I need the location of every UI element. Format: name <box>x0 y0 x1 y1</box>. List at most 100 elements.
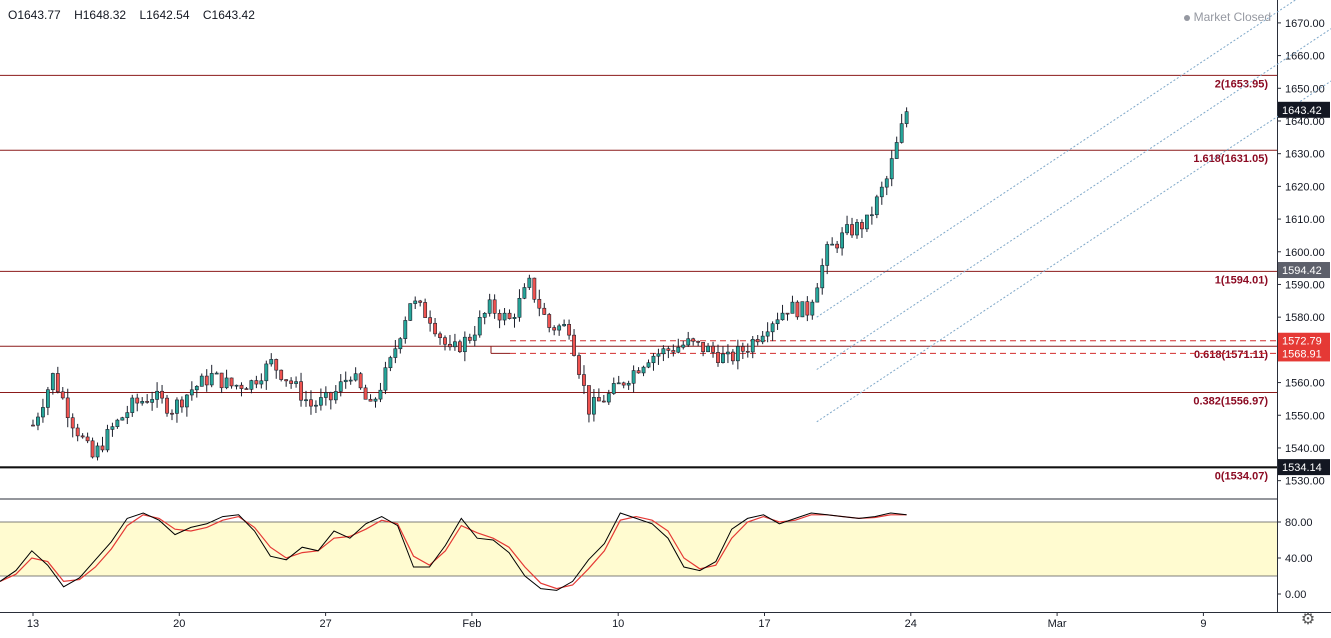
candle-body <box>105 429 110 451</box>
price-badge-label: 1534.14 <box>1282 462 1322 474</box>
candle-body <box>696 340 701 343</box>
candle-body <box>433 322 437 335</box>
candle-body <box>606 393 611 403</box>
candle-body <box>636 370 641 374</box>
candle-body <box>502 312 507 321</box>
candle-body <box>840 232 844 249</box>
candle-body <box>820 265 825 289</box>
price-tick-label: 1640.00 <box>1285 116 1325 128</box>
candle-body <box>780 312 785 321</box>
candle-body <box>65 397 70 419</box>
candle-body <box>125 412 130 419</box>
candle-body <box>889 158 894 180</box>
candle-body <box>115 419 120 427</box>
stoch-k-line <box>0 512 907 591</box>
candle-body <box>85 436 90 442</box>
candle-body <box>279 369 284 380</box>
candle-body <box>745 350 750 353</box>
candle-body <box>512 317 517 319</box>
candle-body <box>353 373 358 381</box>
time-tick-label: Feb <box>462 618 481 630</box>
candle-body <box>90 440 95 458</box>
candle-body <box>274 359 279 371</box>
price-tick-label: 1590.00 <box>1285 279 1325 291</box>
candle-body <box>155 390 159 400</box>
candle-body <box>492 299 497 314</box>
candle-body <box>582 374 586 386</box>
candle-body <box>522 287 527 299</box>
candle-body <box>110 426 115 430</box>
price-tick-label: 1540.00 <box>1285 443 1325 455</box>
candle-body <box>805 301 810 316</box>
candle-body <box>601 400 606 403</box>
candle-body <box>254 380 259 385</box>
candle-body <box>537 298 542 309</box>
fib-level-label: 1.618(1631.05) <box>1193 153 1268 165</box>
fib-level-label: 0.382(1556.97) <box>1193 395 1268 407</box>
candle-body <box>180 399 184 408</box>
stoch-tick-label: 80.00 <box>1285 517 1313 529</box>
candle-body <box>294 381 298 384</box>
time-tick-label: 20 <box>173 618 185 630</box>
candle-body <box>165 397 169 414</box>
candle-body <box>621 382 626 386</box>
price-tick-label: 1550.00 <box>1285 410 1325 422</box>
candle-body <box>214 372 219 375</box>
candle-body <box>904 111 909 124</box>
candle-body <box>497 313 502 321</box>
price-tick-label: 1560.00 <box>1285 378 1325 390</box>
candle-body <box>815 287 820 303</box>
candle-body <box>393 348 398 358</box>
high-value: H1648.32 <box>74 8 127 22</box>
candle-body <box>343 379 348 383</box>
candle-body <box>259 380 264 385</box>
candle-body <box>661 348 666 355</box>
candle-body <box>472 334 477 341</box>
candle-body <box>487 299 492 314</box>
candle-body <box>249 380 254 390</box>
candle-body <box>592 397 596 415</box>
time-tick-label: 27 <box>319 618 331 630</box>
candle-body <box>140 401 145 404</box>
candle-body <box>860 222 864 230</box>
candle-body <box>701 342 706 353</box>
candle-body <box>865 214 869 230</box>
candle-body <box>874 196 879 216</box>
candle-body <box>338 381 343 392</box>
candle-body <box>899 123 904 143</box>
candle-body <box>691 338 696 342</box>
candle-body <box>130 397 135 413</box>
candle-body <box>318 397 323 406</box>
candle-body <box>299 381 303 401</box>
candle-body <box>50 373 55 391</box>
candle-body <box>894 142 899 159</box>
candle-body <box>398 338 403 350</box>
candle-body <box>869 214 874 217</box>
gear-icon[interactable]: ⚙ <box>1300 611 1316 628</box>
candle-body <box>884 178 889 188</box>
candle-body <box>373 398 378 402</box>
candle-body <box>383 367 388 391</box>
price-badge-label: 1572.79 <box>1282 336 1322 348</box>
channel-line <box>816 28 1331 370</box>
price-badge <box>1278 459 1330 476</box>
price-badge <box>1278 101 1330 118</box>
candle-body <box>264 363 269 382</box>
fib-level-label: 0.618(1571.11) <box>1194 349 1268 361</box>
candle-body <box>100 445 105 451</box>
time-tick-label: 9 <box>1200 618 1206 630</box>
candle-body <box>348 379 353 382</box>
candle-body <box>333 391 338 401</box>
candle-body <box>830 243 835 246</box>
candle-body <box>572 334 576 356</box>
candle-body <box>199 375 204 387</box>
candle-body <box>289 380 294 384</box>
candle-body <box>323 392 328 398</box>
candle-body <box>423 302 428 318</box>
candle-body <box>368 398 373 402</box>
stoch-band <box>0 522 1277 576</box>
candle-body <box>189 389 194 396</box>
candle-body <box>378 389 383 400</box>
